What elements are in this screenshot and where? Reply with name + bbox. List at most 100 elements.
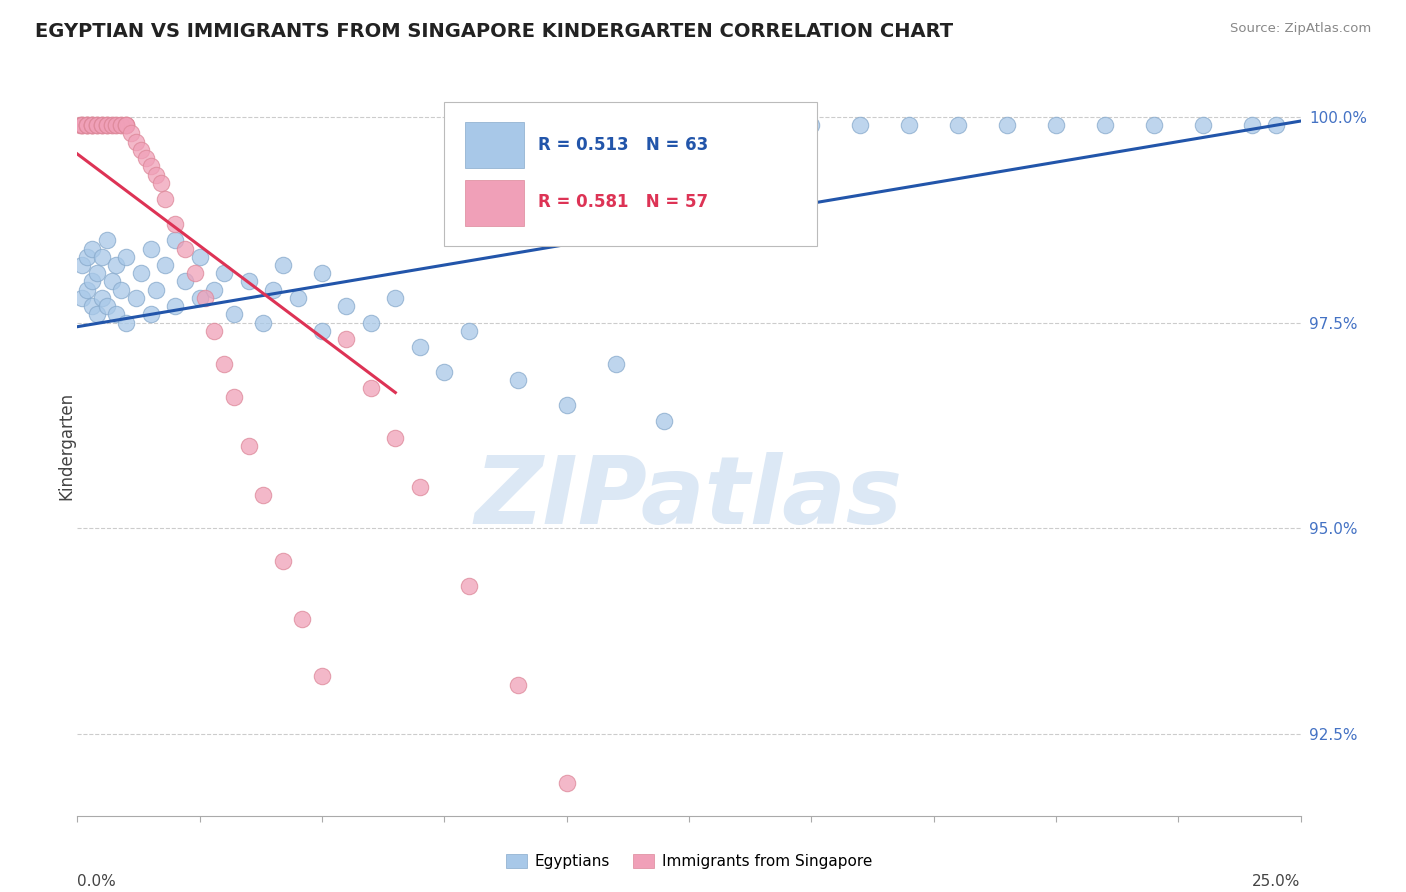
Point xyxy=(360,316,382,330)
Point xyxy=(139,242,162,256)
Text: R = 0.581   N = 57: R = 0.581 N = 57 xyxy=(538,194,709,211)
Point xyxy=(360,381,382,395)
Point xyxy=(125,135,148,149)
Bar xyxy=(465,122,524,169)
Point xyxy=(70,118,93,132)
Bar xyxy=(465,180,524,226)
Point xyxy=(384,431,406,445)
Point xyxy=(849,118,872,132)
Point xyxy=(115,316,138,330)
Point xyxy=(76,118,98,132)
Point xyxy=(555,398,578,412)
Point xyxy=(291,612,314,626)
Point xyxy=(252,316,274,330)
Point xyxy=(86,118,108,132)
Point xyxy=(202,324,225,338)
Point xyxy=(80,118,103,132)
Point xyxy=(86,266,108,280)
Point xyxy=(105,118,128,132)
Point xyxy=(555,776,578,790)
Point xyxy=(90,118,112,132)
Point xyxy=(120,127,142,141)
Point xyxy=(139,307,162,321)
Point xyxy=(80,118,103,132)
Point xyxy=(335,299,357,313)
Point xyxy=(335,332,357,346)
Y-axis label: Kindergarten: Kindergarten xyxy=(58,392,75,500)
Point xyxy=(702,118,724,132)
Point xyxy=(1045,118,1067,132)
Point xyxy=(1240,118,1263,132)
Point xyxy=(174,275,197,289)
Point xyxy=(86,307,108,321)
Point xyxy=(149,176,172,190)
Point xyxy=(110,118,132,132)
Point xyxy=(506,677,529,691)
Point xyxy=(212,357,235,371)
Point xyxy=(238,439,260,453)
Point xyxy=(995,118,1018,132)
Legend: Egyptians, Immigrants from Singapore: Egyptians, Immigrants from Singapore xyxy=(499,848,879,875)
Point xyxy=(800,118,823,132)
Point xyxy=(433,365,456,379)
Point xyxy=(409,480,432,494)
Point xyxy=(80,118,103,132)
Text: Source: ZipAtlas.com: Source: ZipAtlas.com xyxy=(1230,22,1371,36)
Point xyxy=(145,168,167,182)
Point xyxy=(188,250,211,264)
Text: 25.0%: 25.0% xyxy=(1253,874,1301,888)
Point xyxy=(80,242,103,256)
Point xyxy=(252,488,274,502)
Point xyxy=(80,299,103,313)
Point xyxy=(70,258,93,272)
Point xyxy=(212,266,235,280)
Point xyxy=(96,118,118,132)
Point xyxy=(506,373,529,387)
FancyBboxPatch shape xyxy=(444,102,817,246)
Point xyxy=(115,250,138,264)
Point xyxy=(145,283,167,297)
Point xyxy=(1191,118,1213,132)
Point xyxy=(96,118,118,132)
Point xyxy=(1094,118,1116,132)
Point xyxy=(271,258,294,272)
Point xyxy=(165,233,187,247)
Text: 0.0%: 0.0% xyxy=(77,874,117,888)
Point xyxy=(90,291,112,305)
Point xyxy=(100,118,122,132)
Point xyxy=(96,118,118,132)
Point xyxy=(90,250,112,264)
Point xyxy=(222,390,245,404)
Point xyxy=(129,143,152,157)
Point xyxy=(76,118,98,132)
Point xyxy=(90,118,112,132)
Text: R = 0.513   N = 63: R = 0.513 N = 63 xyxy=(538,136,709,153)
Point xyxy=(457,579,479,593)
Point xyxy=(90,118,112,132)
Point xyxy=(898,118,921,132)
Point xyxy=(287,291,309,305)
Point xyxy=(193,291,215,305)
Point xyxy=(262,283,284,297)
Point xyxy=(202,283,225,297)
Point xyxy=(751,118,773,132)
Point xyxy=(100,275,122,289)
Point xyxy=(115,118,138,132)
Point xyxy=(605,357,627,371)
Point xyxy=(155,258,177,272)
Point xyxy=(384,291,406,305)
Point xyxy=(457,324,479,338)
Point xyxy=(139,159,162,173)
Point xyxy=(80,118,103,132)
Point xyxy=(86,118,108,132)
Point xyxy=(165,217,187,231)
Point xyxy=(271,554,294,568)
Point xyxy=(80,275,103,289)
Point xyxy=(70,118,93,132)
Point xyxy=(69,118,91,132)
Point xyxy=(70,118,93,132)
Point xyxy=(96,233,118,247)
Point xyxy=(110,283,132,297)
Point xyxy=(96,299,118,313)
Point xyxy=(311,266,333,280)
